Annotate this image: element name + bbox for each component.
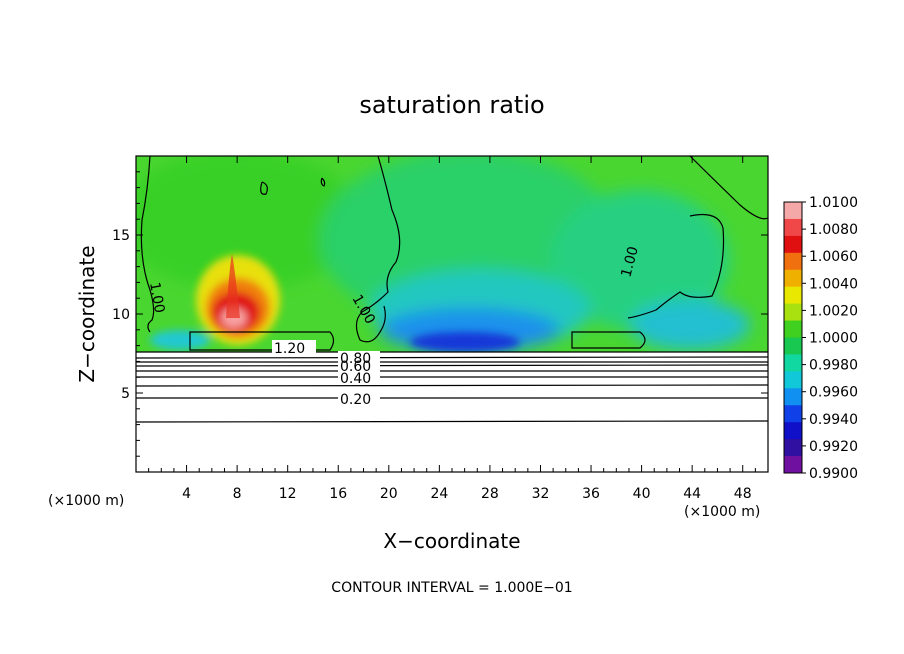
colorbar-label-1: 1.0080 bbox=[809, 222, 858, 238]
x-tick-label-3: 16 bbox=[329, 486, 347, 502]
contour-0-10 bbox=[136, 420, 768, 423]
x-axis-label: X−coordinate bbox=[383, 529, 520, 553]
chart-title: saturation ratio bbox=[359, 91, 544, 119]
contour-upper-left bbox=[140, 156, 155, 333]
contour-small-loop-2 bbox=[320, 177, 326, 187]
plot-area: 1.20 0.80 0.60 0.40 0.20 1.00 1.00 1.00 bbox=[136, 156, 768, 472]
saturation-field bbox=[136, 156, 768, 472]
contour-label-0-40: 0.40 bbox=[340, 371, 371, 387]
contour-interval-footer: CONTOUR INTERVAL = 1.000E−01 bbox=[331, 580, 572, 596]
contour-0-80 bbox=[136, 356, 768, 359]
colorbar-swatch-14 bbox=[784, 439, 802, 457]
colorbar-swatch-6 bbox=[784, 303, 802, 322]
colorbar-swatch-2 bbox=[784, 235, 802, 254]
contour-label-0-60: 0.60 bbox=[340, 359, 371, 375]
colorbar-swatch-5 bbox=[784, 286, 802, 305]
colorbar-swatch-12 bbox=[784, 405, 802, 423]
colorbar-swatch-0 bbox=[784, 202, 802, 220]
colorbar-label-4: 1.0020 bbox=[809, 303, 858, 319]
x-tick-label-9: 40 bbox=[633, 486, 651, 502]
field-band-green-left bbox=[136, 156, 360, 290]
cloud-base-white bbox=[136, 352, 768, 472]
colorbar-swatch-1 bbox=[784, 218, 802, 237]
x-unit-left: (×1000 m) bbox=[48, 493, 124, 509]
colorbar-swatch-13 bbox=[784, 422, 802, 440]
contour-small-loop-1 bbox=[260, 181, 268, 195]
colorbar-label-2: 1.0060 bbox=[809, 249, 858, 265]
colorbar-label-8: 0.9940 bbox=[809, 412, 858, 428]
colorbar-label-9: 0.9920 bbox=[809, 439, 858, 455]
colorbar-swatch-3 bbox=[784, 252, 802, 271]
x-tick-label-7: 32 bbox=[532, 486, 550, 502]
field-red-spike bbox=[226, 254, 240, 318]
colorbar-swatch-15 bbox=[784, 456, 802, 474]
colorbar-label-0: 1.0100 bbox=[809, 195, 858, 211]
x-unit-right: (×1000 m) bbox=[684, 504, 760, 520]
x-tick-label-1: 8 bbox=[233, 486, 242, 502]
x-tick-label-6: 28 bbox=[481, 486, 499, 502]
field-band-cyan-right bbox=[630, 300, 750, 350]
x-tick-label-4: 20 bbox=[380, 486, 398, 502]
colorbar-swatch-8 bbox=[784, 337, 802, 355]
colorbar-swatch-10 bbox=[784, 371, 802, 389]
contour-mid-right bbox=[689, 156, 768, 220]
colorbar-swatch-9 bbox=[784, 354, 802, 372]
contour-0-30 bbox=[136, 384, 768, 387]
contour-upper-right bbox=[627, 213, 725, 319]
x-tick-label-0: 4 bbox=[182, 486, 191, 502]
x-axis: 4 8 12 16 20 24 28 32 36 40 44 48 (×1000 m) (×1000 … bbox=[48, 156, 760, 553]
x-tick-label-8: 36 bbox=[582, 486, 600, 502]
contour-bump-left bbox=[189, 331, 335, 351]
colorbar-label-7: 0.9960 bbox=[809, 385, 858, 401]
colorbar-label-6: 0.9980 bbox=[809, 358, 858, 374]
contour-label-1-00-left: 1.00 bbox=[146, 281, 167, 314]
contour-upper-mid bbox=[355, 156, 401, 343]
contour-lines bbox=[136, 156, 768, 423]
colorbar-label-10: 0.9900 bbox=[809, 466, 858, 482]
colorbar-label-5: 1.0000 bbox=[809, 331, 858, 347]
x-tick-label-11: 48 bbox=[734, 486, 752, 502]
x-tick-label-2: 12 bbox=[279, 486, 297, 502]
field-band-darkblue-min bbox=[410, 332, 520, 352]
colorbar-label-3: 1.0040 bbox=[809, 276, 858, 292]
colorbar-swatch-4 bbox=[784, 269, 802, 288]
y-tick-label-2: 15 bbox=[112, 228, 130, 244]
contour-label-1-20: 1.20 bbox=[274, 341, 305, 357]
y-tick-label-0: 5 bbox=[121, 386, 130, 402]
x-tick-label-10: 44 bbox=[683, 486, 701, 502]
y-tick-label-1: 10 bbox=[112, 307, 130, 323]
colorbar-swatch-11 bbox=[784, 388, 802, 406]
contour-label-0-20: 0.20 bbox=[340, 392, 371, 408]
contour-bump-right bbox=[571, 331, 646, 349]
x-tick-label-5: 24 bbox=[430, 486, 448, 502]
y-axis-label: Z−coordinate bbox=[75, 245, 99, 382]
y-axis: 5 10 15 Z−coordinate bbox=[75, 171, 768, 457]
contour-label-0-80: 0.80 bbox=[340, 351, 371, 367]
contour-0-60 bbox=[136, 364, 768, 367]
colorbar-swatch-7 bbox=[784, 320, 802, 338]
colorbar: 1.0100 1.0080 1.0060 1.0040 1.0020 1.0000 0.99… bbox=[783, 195, 858, 482]
contour-label-1-00-right: 1.00 bbox=[618, 245, 642, 279]
field-band-cyan-left bbox=[150, 330, 210, 350]
